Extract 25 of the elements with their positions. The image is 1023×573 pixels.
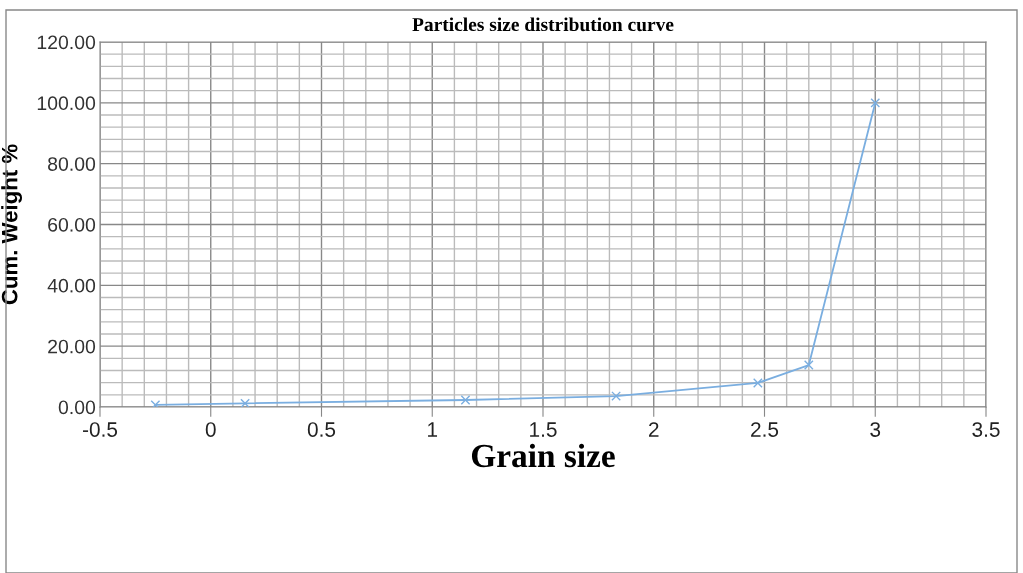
x-tick-label: 1	[428, 422, 438, 437]
x-tick-label: -0.5	[82, 422, 118, 437]
x-tick-label: 0	[205, 422, 216, 437]
y-tick-label: 0.00	[58, 400, 96, 415]
x-tick-label: 0.5	[307, 422, 336, 437]
x-tick-label: 3	[870, 422, 881, 437]
y-tick-label: 40.00	[47, 278, 96, 293]
y-tick-label: 120.00	[37, 35, 96, 50]
point	[870, 97, 881, 108]
x-tick-label: 2.5	[751, 422, 779, 437]
y-tick-label: 60.00	[48, 217, 96, 232]
point	[460, 395, 471, 405]
y-tick-label: 80.00	[48, 157, 96, 171]
x-tick-label: 1.5	[530, 422, 557, 437]
chart-title: Particles size distribution curve	[412, 17, 674, 32]
point	[803, 360, 814, 370]
point	[611, 391, 621, 401]
y-tick-label: 20.00	[48, 339, 96, 354]
x-axis-title: Grain size	[471, 443, 615, 468]
point	[752, 378, 763, 388]
y-tick-label: 100.00	[37, 96, 96, 111]
point	[240, 398, 250, 407]
y-axis-title: Cum. Weight %	[1, 144, 22, 305]
x-tick-label: 2	[649, 422, 659, 437]
x-tick-label: 3.5	[972, 422, 1000, 437]
